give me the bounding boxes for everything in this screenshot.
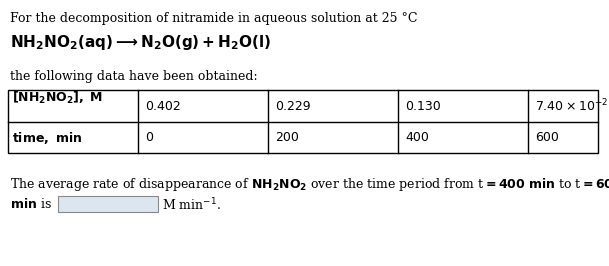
Text: $\bf{time,\ min}$: $\bf{time,\ min}$ (12, 130, 82, 146)
Text: 0: 0 (145, 131, 153, 144)
Text: 200: 200 (275, 131, 299, 144)
Text: $\bf{min}$ is: $\bf{min}$ is (10, 197, 52, 211)
Text: $\bf{NH_2NO_2(aq){\longrightarrow}N_2O(g) + H_2O(l)}$: $\bf{NH_2NO_2(aq){\longrightarrow}N_2O(g… (10, 33, 271, 52)
Text: 400: 400 (405, 131, 429, 144)
Text: 0.130: 0.130 (405, 99, 441, 113)
Text: M min$^{-1}$.: M min$^{-1}$. (162, 197, 221, 214)
Text: The average rate of disappearance of $\bf{NH_2NO_2}$ over the time period from t: The average rate of disappearance of $\b… (10, 176, 609, 193)
Text: $\bf{[NH_2NO_2],\ M}$: $\bf{[NH_2NO_2],\ M}$ (12, 90, 103, 106)
Text: For the decomposition of nitramide in aqueous solution at 25 °C: For the decomposition of nitramide in aq… (10, 12, 418, 25)
Text: the following data have been obtained:: the following data have been obtained: (10, 70, 258, 83)
Text: $7.40\times10^{-2}$: $7.40\times10^{-2}$ (535, 98, 608, 114)
Bar (8, 90, 598, 153)
Text: 600: 600 (535, 131, 559, 144)
Text: 0.402: 0.402 (145, 99, 181, 113)
Text: 0.229: 0.229 (275, 99, 311, 113)
Bar (58, 196, 158, 212)
